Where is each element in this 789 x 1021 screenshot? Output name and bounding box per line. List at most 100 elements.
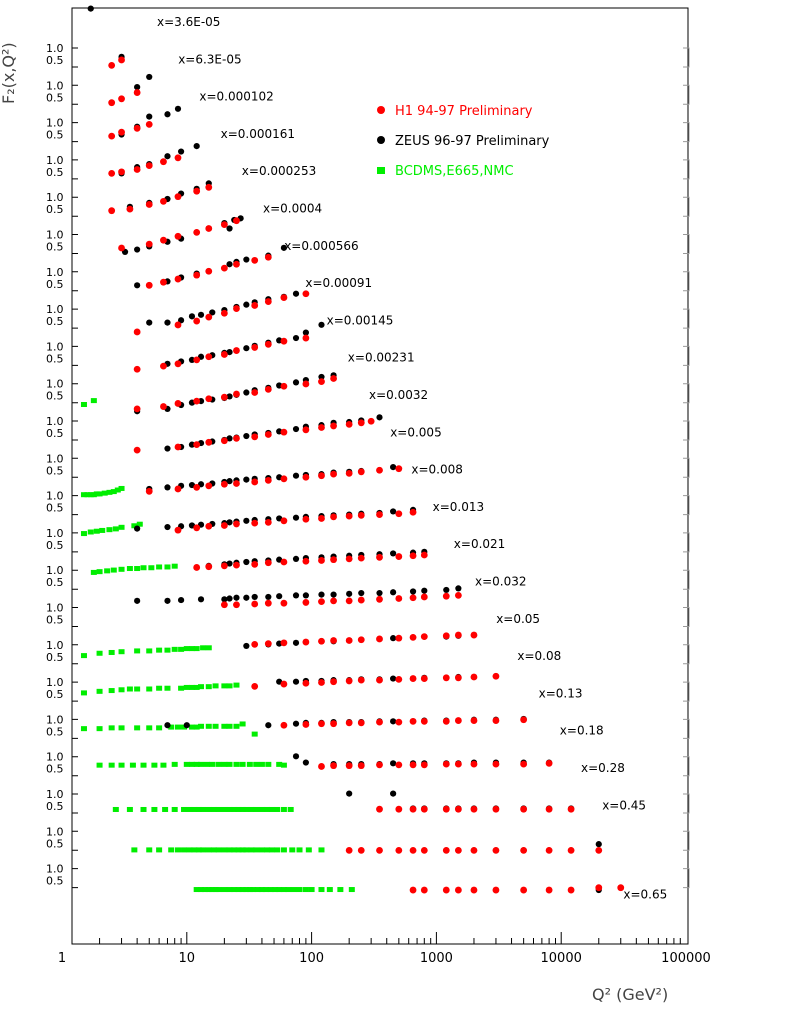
data-point-h1 bbox=[520, 847, 528, 854]
data-point-h1 bbox=[264, 640, 272, 648]
data-point-bcdms-e665-nmc bbox=[267, 887, 274, 893]
data-point-h1 bbox=[193, 484, 201, 491]
data-point-zeus bbox=[164, 445, 171, 452]
data-point-zeus bbox=[280, 244, 288, 251]
data-point-h1 bbox=[118, 128, 125, 136]
y-tick-label: 0.5 bbox=[46, 241, 64, 254]
y-tick-label: 0.5 bbox=[46, 502, 64, 515]
data-point-h1 bbox=[220, 480, 228, 488]
data-point-bcdms-e665-nmc bbox=[248, 806, 255, 812]
data-point-h1 bbox=[302, 721, 310, 728]
data-point-h1 bbox=[264, 518, 272, 526]
data-point-h1 bbox=[233, 520, 240, 528]
data-point-h1 bbox=[318, 472, 325, 480]
data-point-zeus bbox=[390, 589, 397, 596]
y-tick-label: 1.0 bbox=[46, 788, 64, 801]
bin-label: x=0.000161 bbox=[221, 127, 295, 141]
data-point-bcdms-e665-nmc bbox=[205, 887, 212, 893]
bin-label: x=0.000102 bbox=[199, 90, 273, 104]
y-tick-label: 1.0 bbox=[46, 154, 64, 167]
data-point-h1 bbox=[205, 225, 213, 232]
data-point-zeus bbox=[292, 639, 300, 646]
data-point-bcdms-e665-nmc bbox=[268, 847, 275, 853]
data-point-bcdms-e665-nmc bbox=[205, 847, 212, 853]
data-point-zeus bbox=[226, 393, 233, 400]
data-point-h1 bbox=[395, 553, 403, 560]
data-point-h1 bbox=[409, 552, 417, 560]
data-point-bcdms-e665-nmc bbox=[156, 647, 163, 653]
data-point-h1 bbox=[160, 158, 167, 166]
y-tick-label: 0.5 bbox=[46, 91, 64, 104]
data-point-h1 bbox=[345, 420, 353, 428]
data-point-bcdms-e665-nmc bbox=[265, 761, 272, 767]
data-point-bcdms-e665-nmc bbox=[183, 646, 190, 652]
right-bracket bbox=[683, 681, 690, 702]
data-point-zeus bbox=[302, 329, 309, 336]
data-point-bcdms-e665-nmc bbox=[134, 725, 141, 731]
data-point-h1 bbox=[420, 886, 428, 894]
right-bracket bbox=[683, 830, 690, 851]
data-point-h1 bbox=[420, 717, 428, 725]
y-tick-label: 1.0 bbox=[46, 713, 64, 726]
data-point-h1 bbox=[145, 240, 153, 248]
data-point-zeus bbox=[390, 760, 397, 767]
data-point-h1 bbox=[264, 476, 272, 484]
data-point-zeus bbox=[292, 334, 300, 342]
legend-marker-fixed-target bbox=[377, 167, 385, 174]
data-point-h1 bbox=[318, 378, 325, 385]
data-point-h1 bbox=[251, 641, 259, 648]
data-point-bcdms-e665-nmc bbox=[134, 686, 141, 692]
y-axis-title: F₂(x,Q²) bbox=[0, 42, 18, 104]
bin-label: x=0.00091 bbox=[305, 276, 372, 290]
data-point-h1 bbox=[205, 522, 213, 530]
data-point-bcdms-e665-nmc bbox=[296, 887, 303, 893]
data-point-bcdms-e665-nmc bbox=[90, 398, 97, 404]
data-point-bcdms-e665-nmc bbox=[183, 761, 190, 767]
data-point-bcdms-e665-nmc bbox=[198, 887, 205, 893]
y-tick-label: 1.0 bbox=[46, 490, 64, 503]
data-point-bcdms-e665-nmc bbox=[84, 492, 91, 498]
data-point-h1 bbox=[492, 847, 500, 854]
data-point-h1 bbox=[302, 473, 310, 481]
data-point-bcdms-e665-nmc bbox=[186, 847, 193, 853]
data-point-zeus bbox=[226, 478, 233, 485]
data-point-h1 bbox=[264, 559, 272, 567]
data-point-bcdms-e665-nmc bbox=[243, 847, 250, 853]
data-point-h1 bbox=[220, 601, 228, 609]
y-tick-label: 0.5 bbox=[46, 539, 64, 552]
data-point-bcdms-e665-nmc bbox=[193, 646, 200, 652]
y-tick-label: 0.5 bbox=[46, 427, 64, 440]
data-point-h1 bbox=[345, 719, 353, 727]
data-point-h1 bbox=[251, 682, 259, 690]
data-point-bcdms-e665-nmc bbox=[146, 847, 153, 853]
data-point-h1 bbox=[357, 676, 365, 684]
data-point-h1 bbox=[395, 675, 403, 683]
data-point-zeus bbox=[302, 759, 309, 766]
legend-marker-h1 bbox=[377, 106, 385, 114]
data-point-zeus bbox=[292, 514, 300, 521]
data-point-bcdms-e665-nmc bbox=[226, 847, 233, 853]
data-point-h1 bbox=[454, 760, 462, 768]
data-point-h1 bbox=[220, 309, 228, 317]
data-point-h1 bbox=[205, 482, 213, 490]
data-point-bcdms-e665-nmc bbox=[164, 685, 171, 691]
data-point-h1 bbox=[330, 637, 337, 644]
data-point-h1 bbox=[357, 762, 365, 770]
data-point-bcdms-e665-nmc bbox=[178, 685, 185, 691]
data-point-bcdms-e665-nmc bbox=[215, 887, 222, 893]
data-point-bcdms-e665-nmc bbox=[231, 847, 238, 853]
data-point-h1 bbox=[205, 313, 213, 321]
data-point-h1 bbox=[376, 718, 383, 726]
data-point-bcdms-e665-nmc bbox=[348, 887, 355, 893]
data-point-bcdms-e665-nmc bbox=[235, 847, 242, 853]
data-point-h1 bbox=[567, 847, 575, 854]
data-point-bcdms-e665-nmc bbox=[233, 682, 240, 688]
data-point-zeus bbox=[134, 282, 141, 289]
data-point-bcdms-e665-nmc bbox=[221, 683, 228, 689]
data-point-h1 bbox=[330, 597, 337, 605]
data-point-bcdms-e665-nmc bbox=[287, 806, 294, 812]
y-scale-bracket bbox=[71, 159, 78, 180]
data-point-bcdms-e665-nmc bbox=[258, 761, 265, 767]
data-point-zeus bbox=[226, 225, 233, 232]
data-point-bcdms-e665-nmc bbox=[146, 648, 153, 654]
